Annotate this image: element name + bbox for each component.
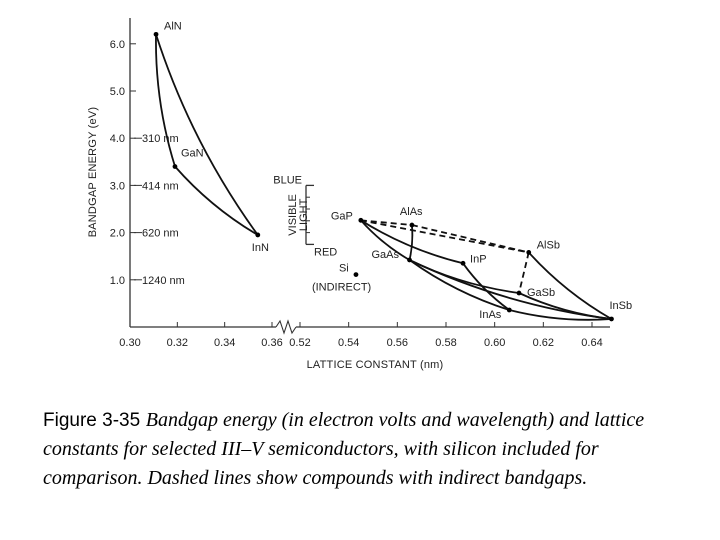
label-alsb: AlSb [537,239,560,251]
figure-caption: Figure 3-35 Bandgap energy (in electron … [43,406,683,493]
x-tick-label: 0.34 [214,337,235,349]
point-gan [172,164,178,169]
point-insb [609,316,614,322]
point-gasb [516,290,522,296]
x-tick-label: 0.64 [581,337,602,349]
curve-gaas-inas [408,259,510,311]
label-gaas: GaAs [372,249,400,261]
label-inp: InP [470,253,487,265]
y-tick-wavelength-label: 1240 nm [142,275,185,287]
label-gan: GaN [181,148,204,160]
curve-alsb-insb [528,251,612,320]
y-tick-wavelength-label: 414 nm [142,180,179,192]
x-tick-label: 0.56 [387,337,408,349]
curve-aln-gan [155,34,176,167]
point-inn [255,232,261,238]
point-gaas [407,257,412,263]
caption-text: Bandgap energy (in electron volts and wa… [43,409,645,489]
label-blue: BLUE [273,174,302,186]
point-inp [460,260,466,266]
label-red: RED [314,246,337,258]
curve-alsb-gasb [518,252,530,294]
x-tick-label: 0.60 [484,337,505,349]
label-gasb: GaSb [527,287,555,299]
y-tick-label: 2.0 [110,228,125,240]
y-axis-title: BANDGAP ENERGY (eV) [87,107,99,238]
x-tick-label: 0.30 [119,337,140,349]
point-alsb [526,250,532,255]
curve-alas-alsb [411,224,529,254]
y-tick-label: 5.0 [110,86,125,98]
x-tick-label: 0.52 [289,337,310,349]
label-inas: InAs [479,309,502,321]
label-si-indirect: (INDIRECT) [312,282,371,294]
y-tick-wavelength-label: 310 nm [142,133,179,145]
curve-gap-gaas [360,219,410,261]
curve-alas-gaas [408,224,414,261]
curve-gasb-insb [518,292,612,320]
visible-light-label-2: LIGHT [298,198,310,231]
curve-gap-inp [360,219,464,265]
label-aln: AlN [164,20,182,32]
y-tick-wavelength-label: 620 nm [142,228,179,240]
x-tick-label: 0.58 [435,337,456,349]
label-inn: InN [252,242,269,254]
x-axis-title: LATTICE CONSTANT (nm) [307,359,444,371]
y-tick-label: 3.0 [110,180,125,192]
x-tick-label: 0.62 [533,337,554,349]
label-si: Si [339,263,349,275]
point-si [353,272,359,278]
y-tick-label: 1.0 [110,275,125,287]
y-tick-label: 4.0 [110,133,125,145]
label-insb: InSb [609,300,632,312]
point-inas [506,307,512,313]
curve-aln-inn [155,34,259,236]
point-aln [153,31,159,37]
x-tick-label: 0.32 [167,337,188,349]
label-alas: AlAs [400,206,423,218]
axis-break-mark [275,319,297,335]
point-alas [409,222,415,228]
point-gap [358,217,364,223]
curve-gan-inn [174,165,259,236]
x-tick-label: 0.54 [338,337,359,349]
visible-light-label-1: VISIBLE [287,194,299,236]
curve-inp-inas [462,262,510,311]
label-gap: GaP [331,210,353,222]
y-tick-label: 6.0 [110,39,125,51]
curve-gap-alsb [360,219,529,254]
bandgap-chart: 0.30 0.32 0.34 0.36 0.52 0.54 0.56 0.58 0.60 0.62… [87,18,632,371]
caption-label: Figure 3-35 [43,410,141,431]
x-tick-label: 0.36 [261,337,282,349]
curve-inas-insb [509,309,612,321]
